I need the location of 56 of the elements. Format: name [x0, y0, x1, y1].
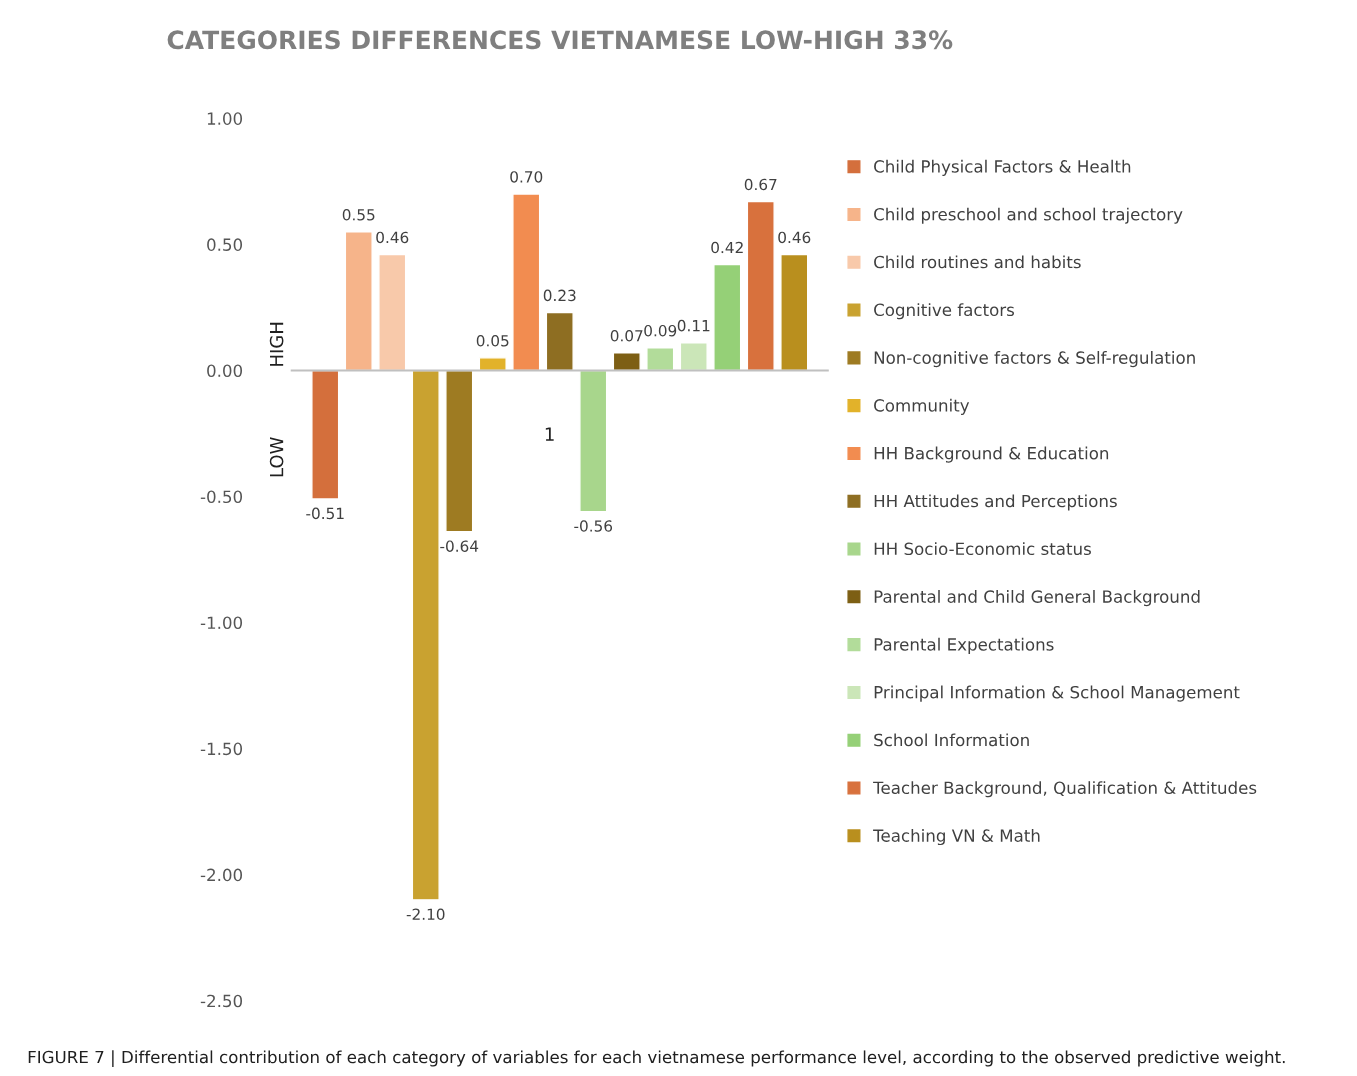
data-label: -0.64	[440, 540, 479, 552]
y-tick-label: -2.00	[200, 868, 243, 882]
bar	[411, 369, 440, 901]
y-tick-label: 0.00	[207, 364, 243, 378]
data-label: -2.10	[406, 908, 445, 920]
legend-label: Parental and Child General Background	[874, 590, 1200, 607]
bar	[646, 347, 675, 372]
bar	[378, 253, 407, 372]
legend-label: Teaching VN & Math	[873, 828, 1040, 846]
legend-label: School Information	[874, 733, 1029, 747]
data-label: -0.51	[306, 507, 344, 520]
legend-label: Child routines and habits	[874, 255, 1081, 269]
legend-label: HH Background & Education	[874, 446, 1109, 463]
bar	[780, 253, 809, 372]
data-label: 0.67	[744, 178, 777, 191]
y-tick-label: -2.50	[200, 994, 243, 1008]
legend-label: Child preschool and school trajectory	[874, 207, 1183, 224]
text: HIGH	[269, 322, 284, 366]
bar	[311, 369, 340, 500]
y-tick-label: 1.00	[207, 112, 243, 125]
y-tick-label: 0.50	[207, 238, 243, 251]
data-label: 0.07	[610, 329, 643, 342]
bar	[679, 342, 708, 372]
bar	[545, 311, 574, 372]
bar	[746, 200, 775, 372]
caption: FIGURE 7 | Differential contribution of each category of variables for each vietnamese performance level, according to the observed predictive weight.	[28, 1050, 1285, 1068]
y-tick-label: -1.50	[200, 742, 243, 756]
y-tick-label: -0.50	[200, 490, 243, 504]
bar	[579, 369, 608, 513]
data-label: 0.42	[711, 241, 743, 254]
data-label: 0.70	[510, 171, 543, 183]
data-label: -0.56	[574, 520, 613, 532]
bar	[344, 231, 373, 372]
legend-label: HH Attitudes and Perceptions	[874, 494, 1117, 511]
data-label: 0.46	[778, 231, 811, 244]
legend-label: Parental Expectations	[874, 637, 1054, 654]
data-label: 0.11	[677, 319, 710, 332]
legend-label: Principal Information & School Management	[874, 685, 1240, 702]
data-label: 0.23	[543, 289, 576, 302]
legend-label: Child Physical Factors & Health	[874, 159, 1131, 176]
legend-label: HH Socio-Economic status	[874, 542, 1091, 556]
bar	[713, 263, 742, 372]
data-label: 0.46	[376, 231, 409, 244]
legend-label: Non-cognitive factors & Self-regulation	[874, 351, 1195, 368]
chart-title: CATEGORIES DIFFERENCES VIETNAMESE LOW-HIGH 33%	[167, 30, 953, 50]
text: LOW	[269, 437, 284, 477]
bar	[512, 193, 541, 372]
bar	[445, 369, 474, 533]
data-label: 0.05	[476, 335, 509, 347]
legend-label: Cognitive factors	[874, 303, 1015, 320]
data-label: 0.09	[644, 324, 677, 337]
legend-label: Community	[874, 398, 970, 415]
annotation: 1	[545, 427, 554, 441]
y-tick-label: -1.00	[200, 616, 243, 630]
data-label: 0.55	[342, 208, 375, 221]
legend-label: Teacher Background, Qualification & Attitudes	[873, 781, 1257, 798]
